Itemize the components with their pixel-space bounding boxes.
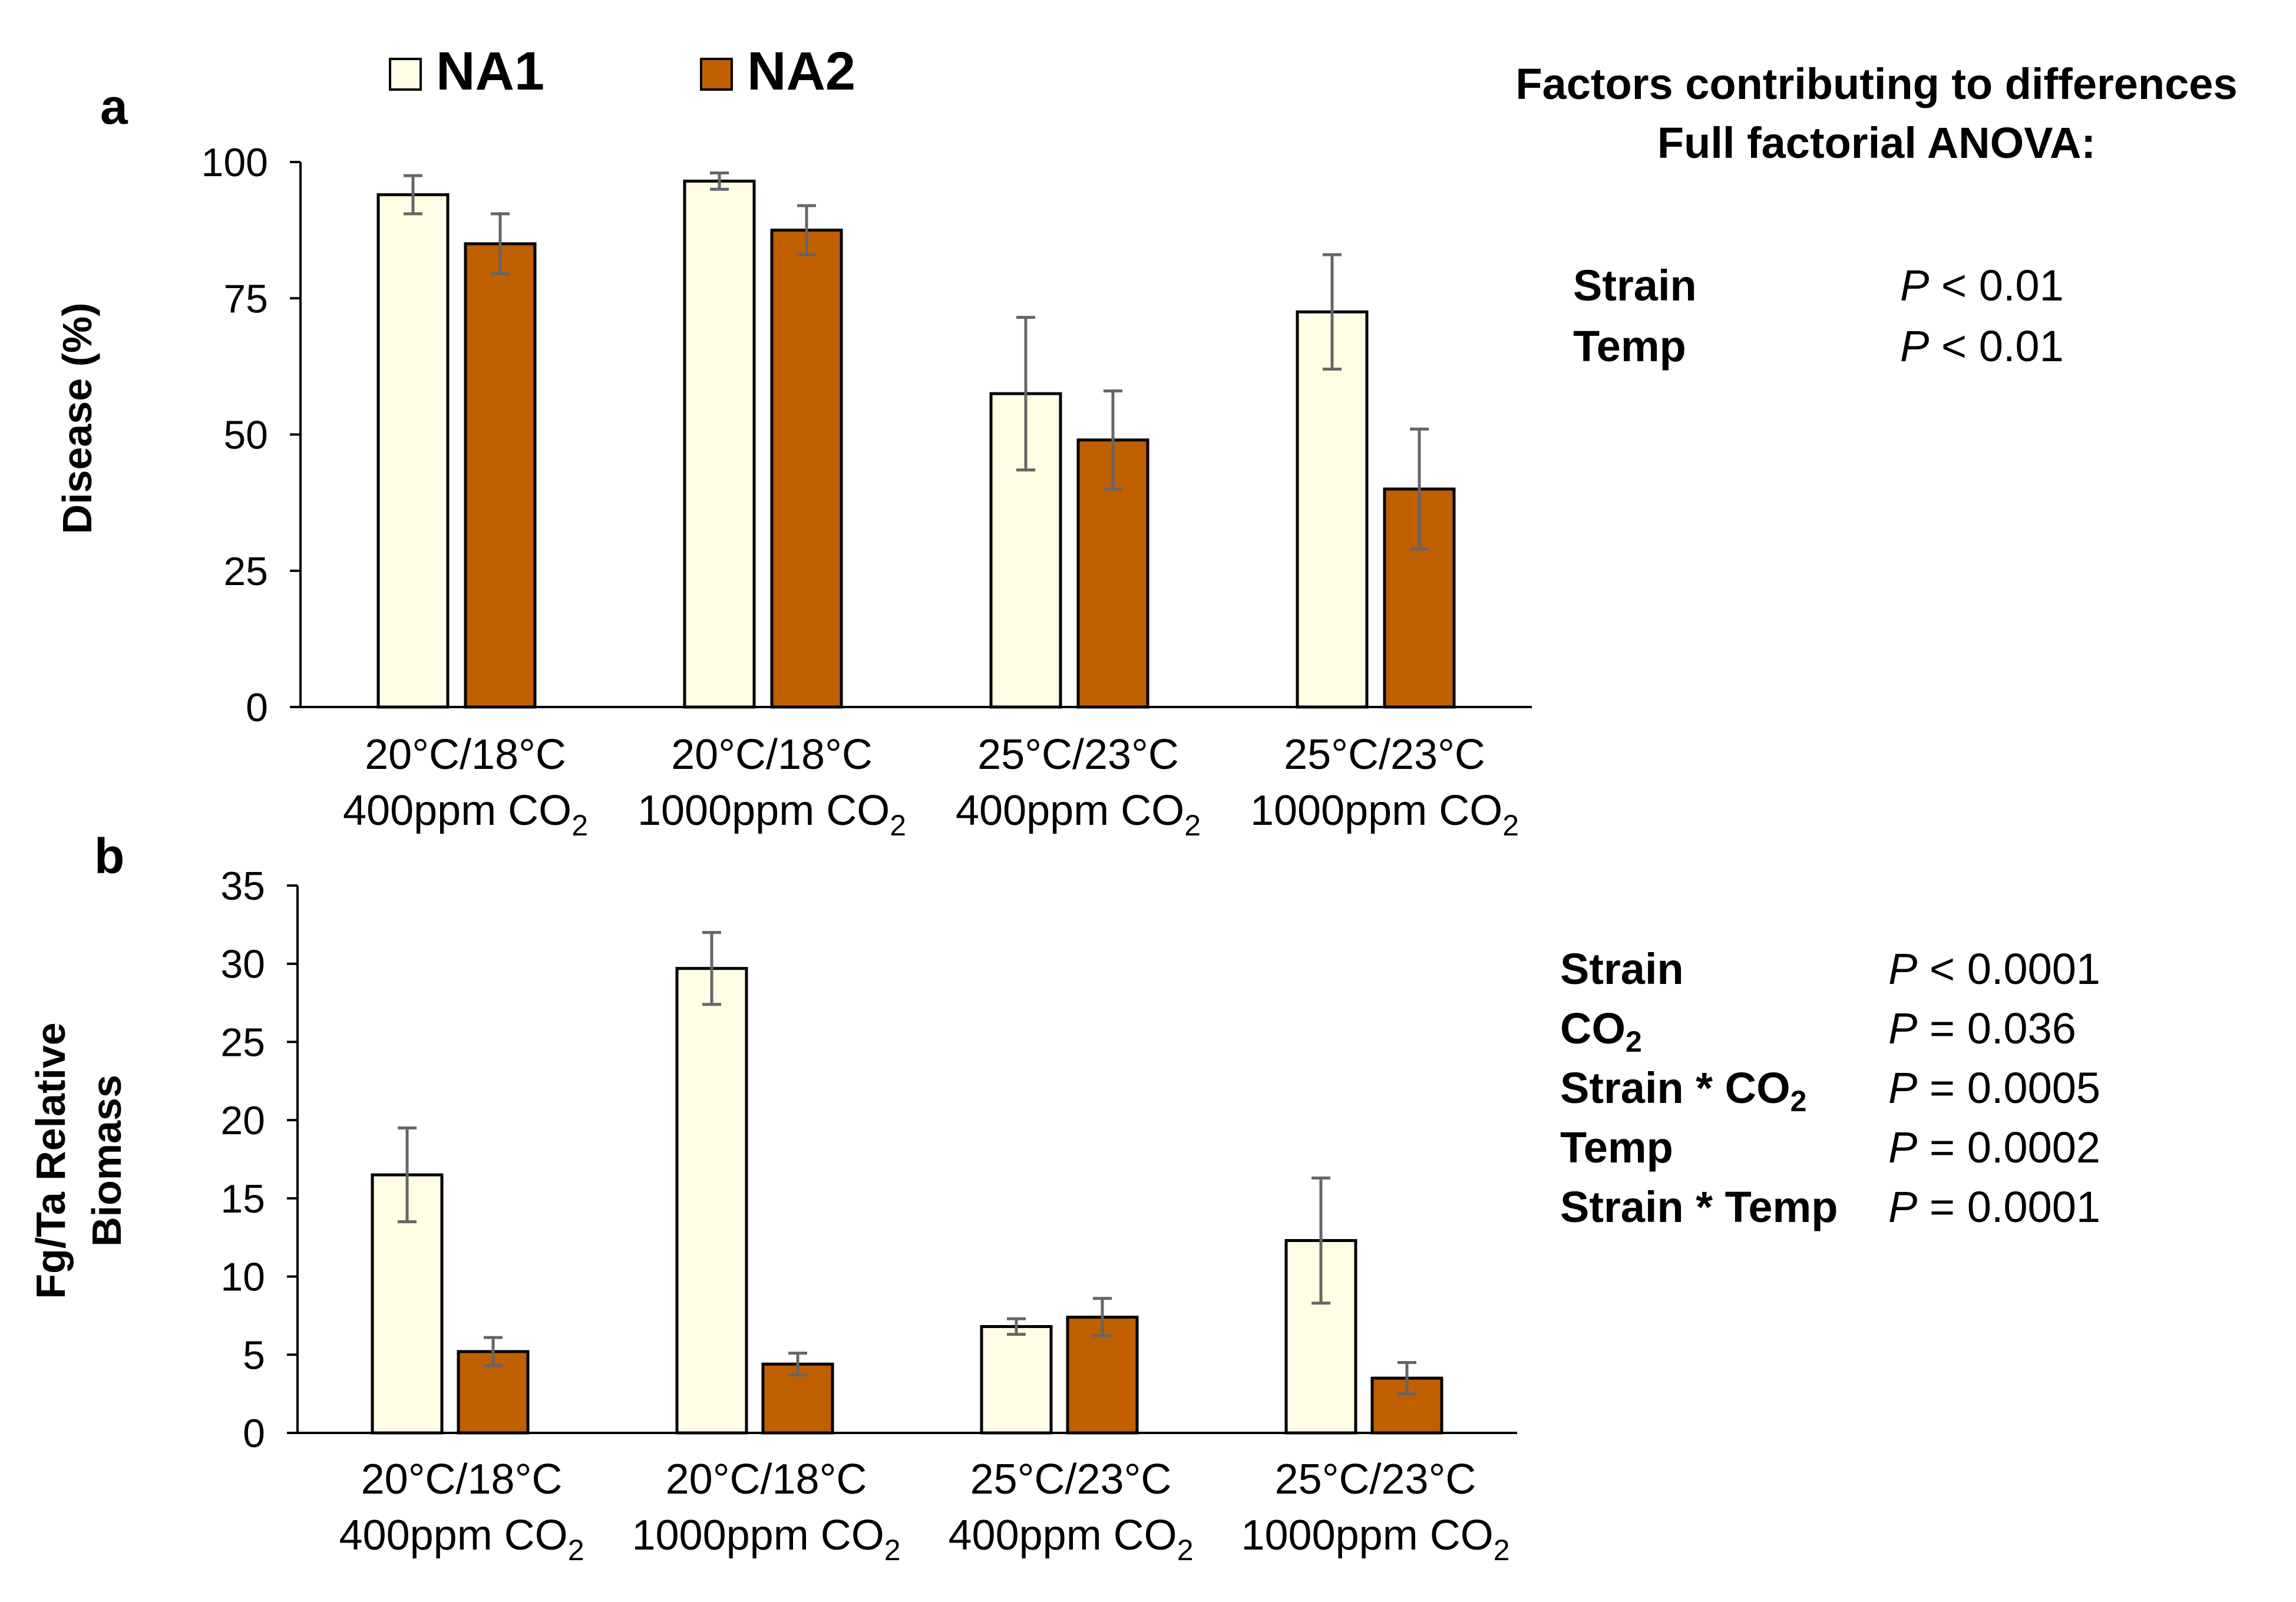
y-tick-label: 75 (223, 276, 268, 321)
category-label-line2: 400ppm CO2 (948, 1512, 1193, 1567)
category-label-line1: 25°C/23°C (1284, 731, 1485, 778)
stats-title-line1: Factors contributing to differences (1515, 60, 2237, 108)
legend: NA1 NA2 (389, 41, 855, 101)
category-label-line1: 20°C/18°C (666, 1456, 867, 1503)
y-axis-title-a: Disease (%) (54, 303, 100, 534)
anova-stats: Factors contributing to differences Full… (1515, 60, 2237, 1231)
y-tick-label: 0 (246, 685, 268, 730)
stats-factor: Temp (1573, 322, 1686, 371)
panel-label-a: a (100, 79, 128, 134)
stats-p-value: P < 0.0001 (1888, 944, 2100, 993)
bar-na2 (770, 229, 843, 709)
stats-p-value: P < 0.01 (1900, 261, 2064, 310)
category-label-line2: 1000ppm CO2 (1241, 1512, 1509, 1567)
category-label-line2: 1000ppm CO2 (632, 1512, 900, 1567)
stats-factor: Strain (1560, 944, 1684, 993)
y-tick-label: 5 (243, 1333, 265, 1378)
stats-title-line2: Full factorial ANOVA: (1657, 118, 2096, 167)
y-tick-label: 0 (243, 1411, 265, 1456)
category-label-line1: 20°C/18°C (365, 731, 566, 778)
y-tick-label: 50 (223, 413, 268, 458)
stats-p-value: P = 0.0001 (1888, 1182, 2100, 1231)
stats-panel-b: Strain P < 0.0001 CO2 P = 0.036 Strain * CO2… (1560, 944, 2100, 1231)
category-label-line1: 20°C/18°C (361, 1456, 563, 1503)
category-label-line1: 20°C/18°C (671, 731, 873, 778)
stats-factor: Strain * Temp (1560, 1182, 1838, 1231)
panel-label-b: b (94, 828, 124, 884)
legend-swatch-na1 (389, 58, 422, 91)
chart-a: 0 25 50 75 100 20°C/18°C 400ppm CO2 20°C/18°C 10… (201, 140, 1532, 842)
y-tick-label: 30 (220, 942, 265, 987)
stats-p-value: P = 0.036 (1888, 1004, 2076, 1053)
y-axis-title-b-line1: Fg/Ta Relative (28, 1022, 74, 1299)
chart-b: 0 5 10 15 20 25 30 35 20°C/18°C 400ppm CO2 20°C/18… (220, 864, 1517, 1567)
bar-na1 (980, 1325, 1053, 1435)
y-tick-label: 20 (220, 1098, 265, 1143)
stats-factor: CO2 (1560, 1004, 1642, 1058)
stats-factor: Strain * CO2 (1560, 1063, 1806, 1118)
category-label-line2: 400ppm CO2 (956, 787, 1201, 842)
category-label-line1: 25°C/23°C (1275, 1456, 1476, 1503)
y-tick-label: 25 (220, 1020, 265, 1065)
y-tick-label: 100 (201, 140, 268, 185)
bar-na1 (675, 967, 748, 1435)
category-label-line2: 1000ppm CO2 (1250, 787, 1519, 842)
bar-na2 (464, 242, 537, 709)
y-tick-label: 35 (220, 864, 265, 909)
bar-na1 (1296, 310, 1369, 709)
category-label-line1: 25°C/23°C (970, 1456, 1172, 1503)
stats-factor: Temp (1560, 1123, 1673, 1172)
legend-swatch-na2 (700, 58, 733, 91)
y-axis-title-b-line2: Biomass (84, 1075, 130, 1247)
stats-p-value: P < 0.01 (1900, 322, 2064, 371)
y-tick-label: 25 (223, 549, 268, 594)
stats-p-value: P = 0.0002 (1888, 1123, 2100, 1172)
stats-factor: Strain (1573, 261, 1697, 310)
bar-na1 (376, 193, 450, 709)
category-label-line2: 1000ppm CO2 (637, 787, 906, 842)
category-label-line1: 25°C/23°C (977, 731, 1179, 778)
category-label-line2: 400ppm CO2 (339, 1512, 584, 1567)
bar-na1 (683, 179, 756, 709)
y-tick-label: 15 (220, 1177, 265, 1221)
stats-panel-a: Strain P < 0.01 Temp P < 0.01 (1573, 261, 2064, 371)
y-tick-label: 10 (220, 1255, 265, 1300)
category-label-line2: 400ppm CO2 (343, 787, 588, 842)
legend-label-na1: NA1 (436, 41, 544, 101)
stats-p-value: P = 0.0005 (1888, 1063, 2100, 1112)
legend-label-na2: NA2 (747, 41, 855, 101)
